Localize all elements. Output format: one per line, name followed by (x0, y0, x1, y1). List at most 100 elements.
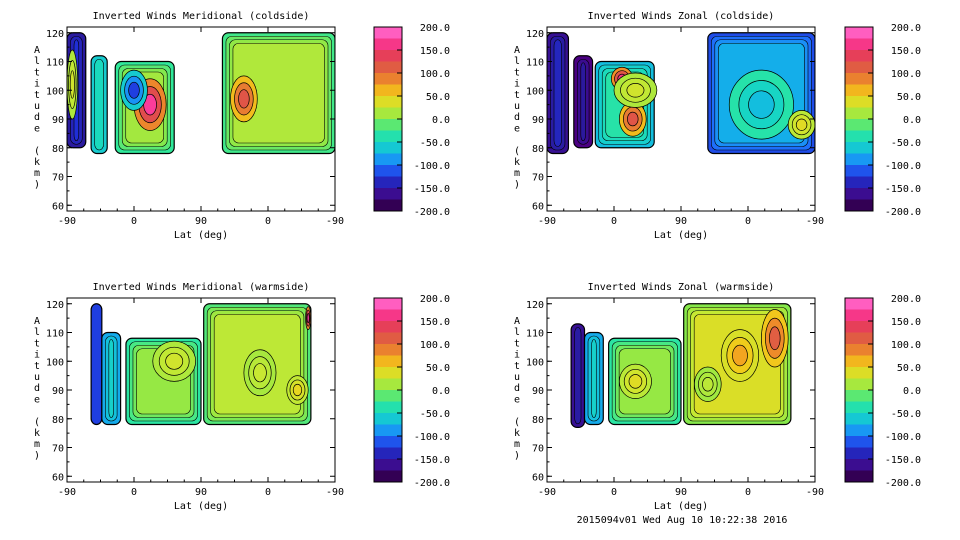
colorbar-swatch (845, 390, 873, 402)
chart-title: Inverted Winds Meridional (coldside) (93, 11, 310, 22)
y-axis-label-char: d (514, 112, 520, 123)
colorbar-swatch (845, 355, 873, 368)
colorbar-swatch (374, 413, 402, 425)
y-axis-label-char: t (514, 90, 520, 101)
colorbar-swatch (845, 401, 873, 414)
colorbar-swatch (374, 378, 402, 391)
colorbar-swatch (845, 309, 873, 322)
colorbar-tick-label: -150.0 (885, 455, 921, 466)
y-axis-label-char: u (514, 101, 520, 112)
contour-ring (94, 58, 105, 151)
x-tick-label: 0 (265, 216, 271, 227)
colorbar-tick-label: 50.0 (426, 363, 450, 374)
x-tick-label: 90 (675, 216, 687, 227)
y-tick-label: 100 (526, 357, 544, 368)
colorbar-swatch (845, 470, 873, 483)
colorbar-swatch (374, 73, 402, 85)
x-axis-label: Lat (deg) (174, 501, 228, 512)
colorbar-swatch (845, 447, 873, 460)
plot-area (570, 303, 792, 428)
contour-feature (732, 344, 748, 367)
chart-panel-3: Inverted Winds Meridional (warmside) 60 70… (34, 282, 450, 512)
contour-feature (795, 118, 808, 131)
x-tick-label: 0 (265, 487, 271, 498)
colorbar-tick-label: 50.0 (426, 92, 450, 103)
plot-area (547, 32, 815, 155)
x-tick-label: -90 (326, 216, 344, 227)
y-tick-label: 80 (52, 144, 64, 155)
y-axis-label-char: m (34, 439, 40, 450)
colorbar-tick-label: 50.0 (897, 363, 921, 374)
colorbar-tick-label: -150.0 (414, 455, 450, 466)
colorbar-swatch (845, 73, 873, 85)
y-axis-label-char: ) (34, 450, 40, 461)
x-tick-label: 0 (745, 487, 751, 498)
contour-feature (292, 383, 303, 397)
colorbar-swatch (845, 142, 873, 154)
contour-feature (769, 326, 781, 351)
y-axis-label-char: k (34, 428, 40, 439)
contour-feature (702, 377, 714, 392)
y-tick-label: 70 (532, 444, 544, 455)
x-tick-label: -90 (806, 216, 824, 227)
colorbar-tick-label: 200.0 (420, 294, 450, 305)
y-axis-label-char: l (514, 327, 520, 338)
colorbar-tick-label: -150.0 (414, 184, 450, 195)
colorbar-swatch (845, 367, 873, 379)
chart-title: Inverted Winds Zonal (warmside) (588, 282, 775, 293)
y-axis-label-char: e (514, 123, 520, 134)
x-tick-label: 90 (675, 487, 687, 498)
colorbar-tick-label: 100.0 (891, 69, 921, 80)
colorbar-tick-label: -100.0 (414, 432, 450, 443)
y-tick-label: 100 (526, 86, 544, 97)
y-tick-label: 70 (52, 444, 64, 455)
y-tick-label: 120 (46, 300, 64, 311)
colorbar-swatch (374, 142, 402, 154)
y-axis-label-char: t (34, 338, 40, 349)
colorbar-tick-label: 100.0 (891, 340, 921, 351)
data-region (90, 303, 103, 426)
contour-ring (591, 339, 597, 418)
y-axis-label-char: ( (34, 417, 40, 428)
colorbar-tick-label: 150.0 (891, 46, 921, 57)
x-tick-label: 0 (611, 216, 617, 227)
colorbar-tick-label: -200.0 (885, 478, 921, 489)
y-axis-label-char: e (514, 394, 520, 405)
y-axis-label-char: m (514, 439, 520, 450)
colorbar-swatch (374, 130, 402, 143)
colorbar-tick-label: -100.0 (885, 161, 921, 172)
colorbar-swatch (845, 199, 873, 212)
contour-feature (748, 90, 775, 119)
colorbar-swatch (374, 344, 402, 356)
colorbar-swatch (374, 436, 402, 448)
y-axis-label-char: d (34, 383, 40, 394)
y-axis-label-char: t (514, 338, 520, 349)
colorbar-swatch (374, 401, 402, 414)
colorbar-swatch (845, 165, 873, 177)
y-tick-label: 60 (532, 472, 544, 483)
plot-area (67, 32, 335, 155)
colorbar-tick-label: -200.0 (414, 207, 450, 218)
y-axis-label-char: A (34, 45, 40, 56)
colorbar-swatch (845, 332, 873, 345)
footer-timestamp: 2015094v01 Wed Aug 10 10:22:38 2016 (577, 515, 788, 526)
contour-feature (253, 363, 267, 383)
y-tick-label: 120 (526, 300, 544, 311)
y-axis-label-char: t (34, 361, 40, 372)
y-tick-label: 90 (532, 386, 544, 397)
colorbar-tick-label: 100.0 (420, 340, 450, 351)
x-tick-label: 0 (131, 487, 137, 498)
contour-feature (306, 313, 310, 324)
y-tick-label: 110 (526, 58, 544, 69)
colorbar-tick-label: 200.0 (420, 23, 450, 34)
colorbar-tick-label: 100.0 (420, 69, 450, 80)
y-axis-label-char: u (34, 101, 40, 112)
colorbar-tick-label: -50.0 (420, 138, 450, 149)
y-tick-label: 80 (532, 415, 544, 426)
colorbar-swatch (845, 130, 873, 143)
colorbar-tick-label: -150.0 (885, 184, 921, 195)
x-axis-label: Lat (deg) (654, 501, 708, 512)
